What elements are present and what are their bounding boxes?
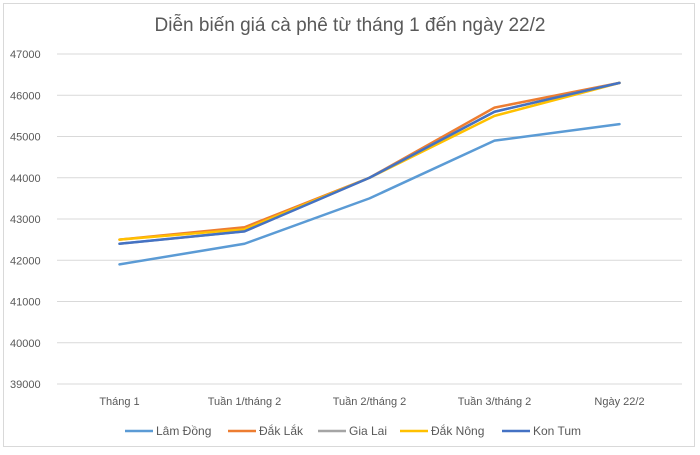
- y-tick-label: 43000: [10, 214, 41, 226]
- x-tick-label: Tuần 1/tháng 2: [208, 396, 282, 408]
- legend-label: Đắk Nông: [431, 423, 484, 438]
- legend-label: Kon Tum: [533, 424, 581, 438]
- y-tick-label: 47000: [10, 49, 41, 61]
- y-tick-label: 44000: [10, 173, 41, 185]
- legend-label: Gia Lai: [349, 424, 387, 438]
- series-line: [118, 81, 621, 245]
- y-tick-label: 46000: [10, 90, 41, 102]
- legend-label: Lâm Đồng: [156, 424, 211, 438]
- series-line: [118, 81, 621, 241]
- y-tick-label: 42000: [10, 255, 41, 267]
- y-tick-label: 45000: [10, 132, 41, 144]
- x-tick-label: Ngày 22/2: [594, 396, 644, 408]
- y-tick-label: 41000: [10, 297, 41, 309]
- y-tick-label: 39000: [10, 379, 41, 391]
- chart-title: Diễn biến giá cà phê từ tháng 1 đến ngày…: [155, 14, 546, 36]
- x-tick-label: Tuần 3/tháng 2: [458, 396, 532, 408]
- series-line: [118, 81, 621, 245]
- x-tick-label: Tháng 1: [99, 396, 139, 408]
- chart-frame: [3, 3, 695, 447]
- series-line: [118, 81, 621, 241]
- series-line: [118, 122, 621, 266]
- x-tick-label: Tuần 2/tháng 2: [333, 396, 407, 408]
- y-tick-label: 40000: [10, 338, 41, 350]
- legend-label: Đắk Lắk: [259, 423, 304, 438]
